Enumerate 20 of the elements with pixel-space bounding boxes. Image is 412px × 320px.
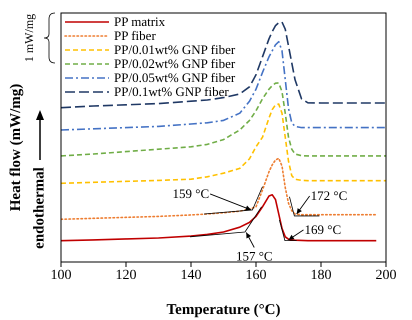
- x-axis-title: Temperature (°C): [166, 302, 280, 318]
- text: 1 mW/mg: [22, 14, 36, 62]
- text: endothermal: [31, 167, 48, 249]
- x-tick-label: 100: [50, 268, 72, 283]
- x-tick-label: 140: [180, 268, 202, 283]
- annotation: 159 °C: [172, 186, 210, 201]
- legend-label: PP fiber: [114, 28, 156, 43]
- legend-label: PP/0.05wt% GNP fiber: [114, 70, 236, 85]
- x-tick-label: 200: [376, 268, 396, 283]
- x-tick-label: 160: [246, 268, 266, 283]
- legend-label: PP/0.01wt% GNP fiber: [114, 42, 236, 57]
- legend-label: PP/0.02wt% GNP fiber: [114, 56, 236, 71]
- x-tick-label: 180: [310, 268, 332, 283]
- y-axis-title: Heat flow (mW/mg): [8, 84, 24, 212]
- annotation: 172 °C: [310, 188, 348, 203]
- x-tick-label: 120: [116, 268, 136, 283]
- annotation: 169 °C: [304, 222, 342, 237]
- annotation: 157 °C: [236, 248, 273, 264]
- legend-label: PP matrix: [114, 14, 166, 29]
- legend-label: PP/0.1wt% GNP fiber: [114, 84, 229, 99]
